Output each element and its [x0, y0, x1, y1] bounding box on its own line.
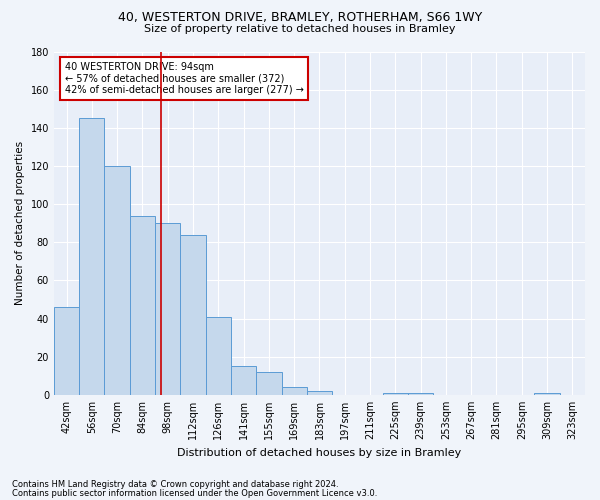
Bar — [206, 316, 231, 395]
Bar — [256, 372, 281, 395]
Bar — [155, 223, 181, 395]
Text: 40, WESTERTON DRIVE, BRAMLEY, ROTHERHAM, S66 1WY: 40, WESTERTON DRIVE, BRAMLEY, ROTHERHAM,… — [118, 11, 482, 24]
Bar — [535, 393, 560, 395]
Bar — [54, 307, 79, 395]
Bar — [130, 216, 155, 395]
Bar — [231, 366, 256, 395]
Bar — [104, 166, 130, 395]
Bar — [307, 391, 332, 395]
Text: Contains HM Land Registry data © Crown copyright and database right 2024.: Contains HM Land Registry data © Crown c… — [12, 480, 338, 489]
Bar — [408, 393, 433, 395]
Y-axis label: Number of detached properties: Number of detached properties — [15, 141, 25, 305]
Bar — [281, 387, 307, 395]
Bar — [383, 393, 408, 395]
X-axis label: Distribution of detached houses by size in Bramley: Distribution of detached houses by size … — [178, 448, 461, 458]
Bar — [181, 234, 206, 395]
Text: 40 WESTERTON DRIVE: 94sqm
← 57% of detached houses are smaller (372)
42% of semi: 40 WESTERTON DRIVE: 94sqm ← 57% of detac… — [65, 62, 304, 95]
Bar — [79, 118, 104, 395]
Text: Size of property relative to detached houses in Bramley: Size of property relative to detached ho… — [144, 24, 456, 34]
Text: Contains public sector information licensed under the Open Government Licence v3: Contains public sector information licen… — [12, 488, 377, 498]
